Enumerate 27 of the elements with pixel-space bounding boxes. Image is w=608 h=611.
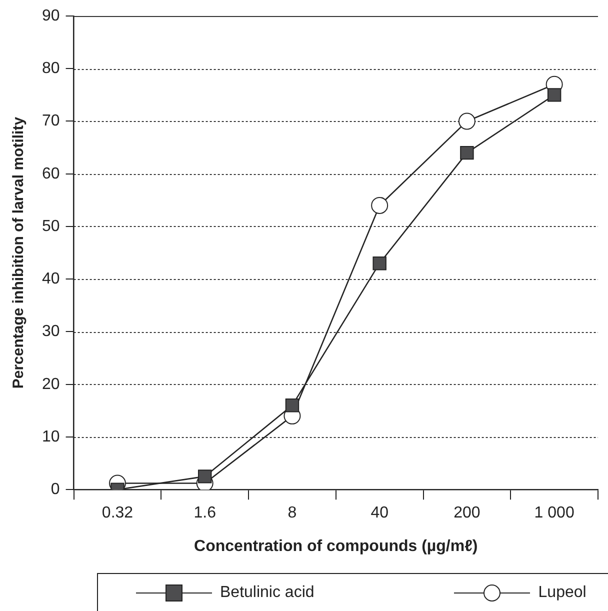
y-tick-label: 90 xyxy=(42,7,60,24)
point xyxy=(372,256,386,270)
y-tick-label: 10 xyxy=(42,428,60,446)
y-tick-label: 40 xyxy=(42,270,60,288)
point xyxy=(460,146,474,160)
point xyxy=(198,470,212,484)
legend-label: Betulinic acid xyxy=(220,584,314,602)
x-tick-label: 200 xyxy=(454,504,480,522)
y-tick-label: 60 xyxy=(42,165,60,182)
x-tick-label: 8 xyxy=(288,504,297,522)
y-tick-label: 30 xyxy=(42,323,60,340)
x-tick-label: 0.32 xyxy=(102,504,134,522)
point xyxy=(458,112,476,130)
y-tick-label: 0 xyxy=(50,481,60,498)
y-tick-label: 50 xyxy=(42,218,60,235)
x-tick-label: 40 xyxy=(370,504,389,522)
y-tick-label: 20 xyxy=(42,376,60,393)
y-tick-label: 70 xyxy=(42,112,60,130)
y-axis-title: Percentage inhibition of larval motility xyxy=(10,116,28,389)
point xyxy=(371,196,388,214)
legend-label: Lupeol xyxy=(538,584,586,602)
y-tick-label: 80 xyxy=(42,60,60,78)
point xyxy=(285,398,300,412)
x-tick-label: 1 000 xyxy=(534,504,574,522)
point xyxy=(547,88,562,102)
x-axis-title: Concentration of compounds (µg/mℓ) xyxy=(194,538,478,555)
x-tick-label: 1.6 xyxy=(194,504,216,522)
